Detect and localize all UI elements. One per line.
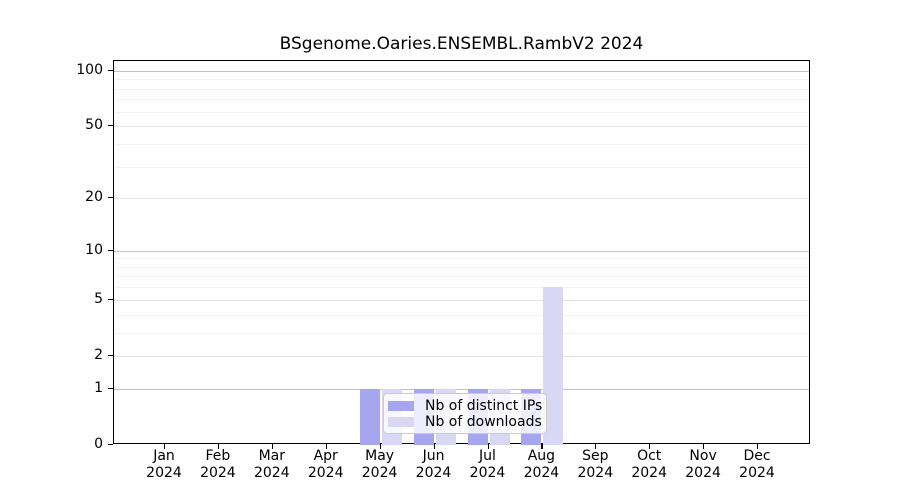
y-tick-mark — [108, 197, 113, 199]
x-tick-mark — [487, 444, 489, 449]
gridline — [114, 111, 809, 113]
y-tick-label: 50 — [85, 117, 103, 134]
gridline — [114, 287, 809, 289]
x-tick-label: Feb 2024 — [200, 448, 236, 481]
gridline — [114, 355, 809, 357]
x-tick-mark — [703, 444, 705, 449]
x-tick-mark — [541, 444, 543, 449]
bar-downloads — [543, 287, 564, 445]
distinct-ips-swatch — [388, 401, 414, 411]
gridline — [114, 258, 809, 260]
x-tick-label: Aug 2024 — [523, 448, 560, 481]
legend-entry-distinct-ips: Nb of distinct IPs — [388, 398, 543, 414]
gridline — [114, 198, 809, 200]
x-tick-mark — [325, 444, 327, 449]
x-tick-label: Dec 2024 — [739, 448, 775, 481]
x-tick-mark — [595, 444, 597, 449]
y-tick-mark — [108, 354, 113, 357]
y-tick-label: 2 — [94, 346, 103, 363]
gridline — [114, 126, 809, 128]
x-tick-label: Mar 2024 — [253, 448, 290, 481]
gridline — [114, 143, 809, 145]
chart-title: BSgenome.Oaries.ENSEMBL.RambV2 2024 — [279, 34, 644, 54]
gridline — [114, 266, 809, 268]
x-tick-mark — [164, 444, 166, 449]
x-tick-mark — [271, 444, 273, 449]
y-tick-mark — [108, 387, 113, 389]
x-tick-label: Jun 2024 — [415, 448, 452, 481]
gridline — [114, 314, 809, 316]
y-tick-label: 1 — [94, 379, 103, 396]
y-tick-mark — [108, 249, 113, 251]
gridline — [114, 299, 809, 301]
downloads-swatch — [388, 417, 414, 427]
y-tick-label: 5 — [94, 290, 103, 307]
x-tick-mark — [649, 444, 651, 449]
x-tick-label: May 2024 — [361, 448, 398, 481]
y-tick-mark — [108, 125, 113, 127]
y-tick-label: 20 — [85, 189, 103, 206]
x-tick-mark — [217, 444, 220, 449]
y-tick-mark — [108, 298, 113, 300]
legend: Nb of distinct IPs Nb of downloads — [383, 393, 547, 434]
gridline — [114, 276, 809, 278]
x-tick-mark — [379, 444, 381, 449]
x-tick-label: Nov 2024 — [685, 448, 721, 481]
bar-distinct-ips — [359, 388, 380, 445]
y-tick-label: 10 — [85, 241, 103, 258]
gridline — [114, 166, 809, 168]
x-tick-label: Apr 2024 — [307, 448, 344, 481]
x-tick-label: Jul 2024 — [469, 448, 506, 481]
gridline — [114, 70, 809, 72]
gridline — [114, 79, 809, 81]
gridline — [114, 332, 809, 334]
legend-entry-downloads: Nb of downloads — [388, 414, 542, 430]
legend-label: Nb of downloads — [425, 414, 542, 430]
y-tick-mark — [108, 444, 113, 446]
gridline — [114, 388, 809, 390]
gridline — [114, 250, 809, 252]
y-tick-label: 100 — [76, 61, 103, 78]
x-tick-mark — [433, 444, 435, 449]
gridline — [114, 88, 809, 90]
plot-area: Nb of distinct IPs Nb of downloads — [113, 60, 810, 445]
gridline — [114, 99, 809, 101]
y-tick-label: 0 — [94, 436, 103, 452]
y-tick-mark — [108, 69, 113, 71]
x-tick-label: Jan 2024 — [146, 448, 182, 481]
x-tick-mark — [757, 444, 759, 449]
x-tick-label: Sep 2024 — [577, 448, 614, 481]
legend-label: Nb of distinct IPs — [425, 398, 543, 414]
x-tick-label: Oct 2024 — [631, 448, 667, 481]
